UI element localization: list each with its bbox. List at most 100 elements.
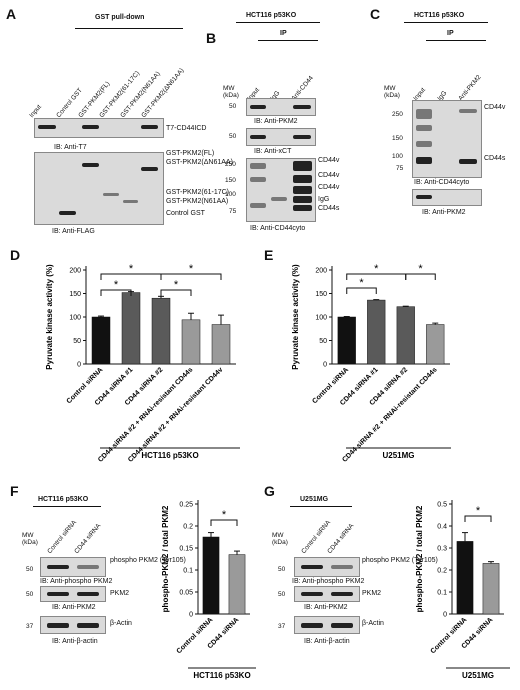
panel-f-sig-star: * — [222, 509, 227, 521]
panel-g-sig-star: * — [476, 505, 481, 517]
panel-e-sig-bracket — [405, 273, 436, 280]
panel-e-ytick-label: 200 — [315, 268, 327, 275]
panel-f-ytick-label: 0.05 — [179, 590, 193, 597]
panel-f-ytick-label: 0 — [189, 612, 193, 619]
panel-g-cell: U251MG — [300, 496, 329, 503]
panel-e-ytick-label: 0 — [323, 362, 327, 369]
panel-g-lane-1: CD44 siRNA — [326, 522, 356, 556]
panel-f-label: F — [10, 483, 19, 499]
panel-e-bar — [337, 316, 356, 365]
panel-d-sig-star: * — [114, 279, 119, 291]
panel-g-ib3: IB: Anti-β-actin — [304, 638, 350, 645]
panel-g-chart: 0 0.1 0.2 0.3 0.4 0.5 phospho-PKM2 / total PKM… — [415, 500, 510, 680]
panel-e-ytick-label: 100 — [315, 315, 327, 322]
panel-e-label: E — [264, 247, 274, 263]
panel-f-footer: HCT116 p53KO — [193, 671, 250, 680]
panel-c-lane-2: Anti-PKM2 — [457, 73, 483, 103]
panel-f-mw: MW (kDa) — [22, 532, 38, 546]
panel-g-blot-pkm2 — [294, 586, 360, 602]
panel-a-band-b0: GST-PKM2(FL) — [166, 150, 215, 157]
panel-b-band-3: IgG — [318, 196, 330, 203]
panel-f-ib2: IB: Anti-PKM2 — [52, 604, 96, 611]
panel-d-bar — [91, 316, 111, 365]
panel-f-band2: PKM2 — [110, 590, 130, 597]
panel-f-bar — [202, 536, 220, 615]
panel-b-blot-cd44 — [246, 158, 316, 222]
panel-d-footer: HCT116 p53KO — [141, 451, 198, 460]
panel-a-band-b1: GST-PKM2(ΔN61AA) — [166, 159, 233, 166]
panel-a-lane-5: GST-PKM2(ΔN61AA) — [140, 67, 186, 120]
panel-c-mw-2: 100 — [392, 153, 403, 160]
panel-g-blot-actin — [294, 616, 360, 634]
panel-b-band-2: CD44v — [318, 184, 340, 191]
panel-e-footer: U251MG — [382, 451, 414, 460]
panel-f-sig-bracket — [210, 519, 238, 526]
panel-f-mw-2: 37 — [26, 623, 34, 630]
panel-c-ib1: IB: Anti-CD44cyto — [414, 179, 470, 186]
panel-g-ytick-label: 0.2 — [437, 568, 447, 575]
panel-g-ytick-label: 0.4 — [437, 524, 447, 531]
panel-f-mw-0: 50 — [26, 566, 34, 573]
panel-e-ytick-label: 50 — [319, 338, 327, 345]
panel-d-sig-bracket — [100, 289, 132, 296]
panel-b-mw1: 50 — [229, 103, 237, 110]
panel-d-sig-star: * — [129, 263, 134, 275]
panel-e-chart: 0 50 100 150 200 Pyruvate kinase activity (%)… — [291, 263, 451, 463]
panel-f-category-label: Control siRNA — [176, 616, 215, 655]
panel-g-mw-2: 37 — [278, 623, 286, 630]
panel-c-ib2: IB: Anti-PKM2 — [422, 209, 466, 216]
panel-b-mw3-1: 150 — [225, 177, 236, 184]
panel-b-mw3-0: 250 — [225, 161, 236, 168]
panel-c-blot-cd44 — [412, 100, 482, 178]
panel-g-band3: β-Actin — [362, 620, 384, 627]
panel-b-ib1: IB: Anti-PKM2 — [254, 118, 298, 125]
panel-g-category-label: Control siRNA — [430, 616, 469, 655]
panel-f-ib1: IB: Anti-phospho PKM2 — [40, 578, 113, 585]
panel-g-footer: U251MG — [462, 671, 494, 680]
panel-d-sig-bracket — [160, 273, 222, 280]
panel-a-band-t7: T7-CD44ICD — [166, 125, 207, 132]
panel-c-mw-3: 75 — [396, 165, 404, 172]
panel-f-band3: β-Actin — [110, 620, 132, 627]
panel-c-label: C — [370, 6, 381, 22]
panel-f-ytick-label: 0.15 — [179, 546, 193, 553]
panel-d-bar — [181, 319, 201, 365]
panel-b-mw3-2: 100 — [225, 191, 236, 198]
panel-d-sig-star: * — [174, 279, 179, 291]
panel-b-mw3-3: 75 — [229, 208, 237, 215]
panel-g-band2: PKM2 — [362, 590, 382, 597]
panel-d-ytick-label: 0 — [77, 362, 81, 369]
panel-g-mw-0: 50 — [278, 566, 286, 573]
panel-b-band-4: CD44s — [318, 205, 340, 212]
panel-g-blot-phospho — [294, 557, 360, 577]
panel-a-ib-top: IB: Anti-T7 — [54, 144, 87, 151]
panel-f-ib3: IB: Anti-β-actin — [52, 638, 98, 645]
panel-d-ytick-label: 200 — [69, 268, 81, 275]
panel-d-sig-bracket — [160, 289, 192, 296]
panel-g-bar — [482, 563, 500, 615]
panel-f-ytick-label: 0.2 — [183, 524, 193, 531]
panel-b-band-1: CD44v — [318, 172, 340, 179]
panel-c-blot-pkm2 — [412, 189, 482, 206]
panel-f-ytick-label: 0.25 — [179, 502, 193, 509]
panel-e-ylabel: Pyruvate kinase activity (%) — [291, 264, 300, 370]
panel-f-chart: 0 0.05 0.1 0.15 0.2 0.25 phospho-PKM2 / total … — [161, 500, 256, 680]
panel-c-cell: HCT116 p53KO — [414, 12, 465, 19]
panel-d-chart: 0 50 100 150 200 Pyruvate kinase activity (%)… — [45, 263, 240, 463]
panel-g-ytick-label: 0 — [443, 612, 447, 619]
panel-d-ytick-label: 50 — [73, 338, 81, 345]
panel-d-ylabel: Pyruvate kinase activity (%) — [45, 264, 54, 370]
panel-g-mw-1: 50 — [278, 591, 286, 598]
panel-b-blot-pkm2 — [246, 98, 316, 116]
panel-b-band-0: CD44v — [318, 157, 340, 164]
panel-e-bar — [396, 306, 415, 365]
panel-f-blot-pkm2 — [40, 586, 106, 602]
panel-d-sig-star: * — [189, 263, 194, 275]
panel-f-lane-1: CD44 siRNA — [73, 522, 103, 556]
panel-g-band1: phospho PKM2 (Tyr105) — [362, 557, 438, 564]
panel-d-bar — [151, 297, 171, 365]
panel-g-ytick-label: 0.5 — [437, 502, 447, 509]
panel-g-ylabel: phospho-PKM2 / total PKM2 — [415, 505, 424, 612]
panel-b-cell: HCT116 p53KO — [246, 12, 297, 19]
panel-b-ib3: IB: Anti-CD44cyto — [250, 225, 306, 232]
